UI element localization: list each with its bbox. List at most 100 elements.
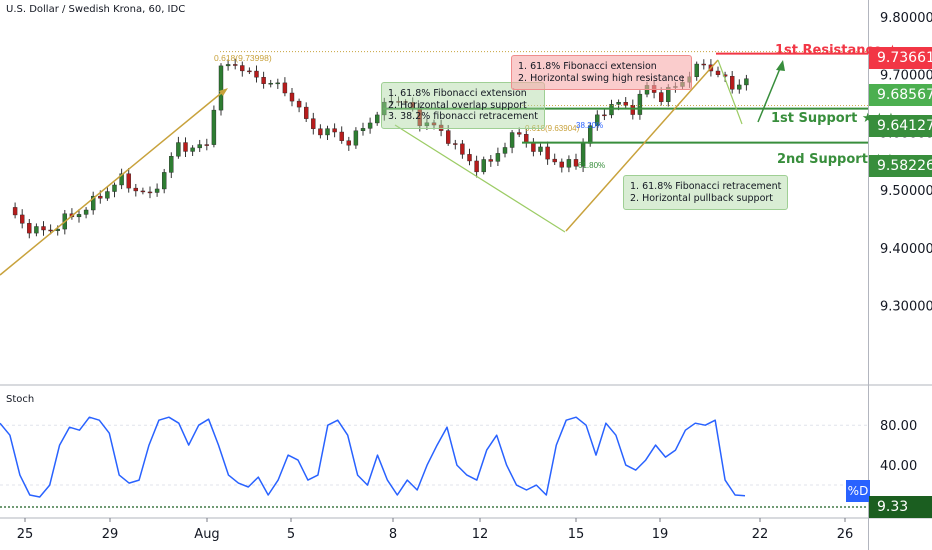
time-tick-label: 22 [752, 527, 769, 542]
candle-body [90, 195, 96, 211]
candle-body [27, 223, 32, 234]
candle-body [367, 122, 373, 129]
candle-body [517, 132, 522, 135]
candle-body [339, 131, 344, 141]
candle-body [552, 158, 557, 163]
candle-body [446, 130, 451, 144]
symbol-title: U.S. Dollar / Swedish Krona, 60, IDC [6, 4, 186, 15]
current-price-tag: 9.68567 [869, 84, 932, 106]
candle-body [332, 128, 337, 133]
retr-618-label: 61.80% [578, 161, 605, 170]
candle-body [147, 191, 153, 194]
candle-body [140, 190, 146, 193]
projection-arrowhead [776, 60, 785, 71]
price-tick-label: 9.40000 [880, 242, 932, 257]
overlays: 0.618(9.73998) 0.618(9.63904)38.20% 61.80% [0, 51, 868, 276]
candle-body [502, 147, 508, 154]
fib-mid-label: 0.618(9.63904) [525, 124, 580, 133]
candle-body [538, 146, 543, 152]
stoch-tick-label: 80.00 [880, 419, 917, 434]
candle-body [602, 114, 607, 117]
candle-body [218, 65, 224, 111]
support2-price-tag: 9.58226 [869, 155, 932, 177]
candle-body [509, 132, 515, 148]
candle-body [240, 65, 245, 72]
candle-body [396, 101, 401, 103]
candle-body [282, 82, 288, 94]
pct-d-badge: %D [846, 480, 870, 502]
time-tick-label: 25 [17, 527, 34, 542]
candle-body [730, 76, 735, 90]
fib-top-label: 0.618(9.73998) [214, 53, 272, 63]
resistance-price-tag: 9.73661 [869, 47, 932, 69]
candle-body [488, 159, 493, 162]
candle-body [453, 143, 458, 145]
price-tick-label: 9.70000 [880, 69, 932, 84]
candle-body [296, 100, 302, 108]
candle-body [20, 214, 25, 224]
candle-body [176, 142, 181, 157]
support2-note-line: 1. 61.8% Fibonacci retracement [630, 181, 782, 192]
candle-body [467, 154, 472, 162]
candle-body [76, 214, 82, 218]
candle-body [701, 63, 706, 66]
candle-body [268, 82, 273, 85]
candle-body [98, 195, 103, 199]
resistance-note-line: 1. 61.8% Fibonacci extension [518, 61, 657, 72]
time-tick-label: 8 [389, 527, 397, 542]
support1-price-tag: 9.64127 [869, 115, 932, 137]
candle-body [637, 93, 643, 115]
candle-body [318, 128, 323, 136]
support1-label: 1st Support ★★★ [771, 111, 897, 126]
candle-body [41, 226, 46, 231]
candle-body [126, 173, 131, 189]
candle-body [83, 209, 89, 215]
candle-body [304, 106, 309, 119]
candle-body [573, 159, 579, 167]
resistance-label: 1st Resistance ★ [775, 43, 899, 58]
candle-body [247, 70, 252, 73]
fib-trend-line [0, 89, 226, 276]
price-tick-label: 9.50000 [880, 184, 932, 199]
support2-label: 2nd Support ★★ [777, 152, 896, 167]
projection-arrow [757, 65, 782, 123]
candle-body [424, 122, 430, 127]
time-tick-label: 29 [102, 527, 119, 542]
time-tick-label: Aug [194, 527, 219, 542]
stoch-label: Stoch [6, 394, 35, 405]
candle-body [161, 172, 167, 190]
candle-body [630, 105, 635, 115]
candle-body [715, 70, 721, 75]
stoch-tick-label: 40.00 [880, 459, 917, 474]
candle-body [609, 104, 614, 116]
candle-body [254, 70, 259, 78]
stochastic-panel [0, 416, 868, 508]
candle-body [211, 109, 217, 145]
candle-body [325, 128, 330, 136]
candle-body [616, 102, 621, 105]
candle-body [169, 156, 174, 173]
candle-body [545, 146, 550, 160]
candle-body [474, 160, 479, 173]
candle-body [623, 102, 628, 106]
price-tick-label: 9.30000 [880, 300, 932, 315]
time-tick-label: 19 [652, 527, 669, 542]
candle-body [403, 101, 408, 103]
candle-body [204, 144, 210, 146]
candle-body [289, 92, 295, 102]
fib-trend-line-2 [565, 59, 719, 232]
support2-note: 1. 61.8% Fibonacci retracement 2. Horizo… [623, 175, 789, 210]
time-tick-label: 15 [568, 527, 585, 542]
time-tick-label: 26 [837, 527, 854, 542]
resistance-note-line: 2. Horizontal swing high resistance [518, 72, 685, 84]
candle-body [375, 114, 380, 124]
candle-body [119, 173, 124, 186]
swing-down-line-2 [717, 59, 743, 125]
support-note-line: 2. Horizontal overlap support [388, 99, 527, 111]
candle-body [389, 101, 394, 103]
candle-body [559, 161, 564, 168]
candle-body [481, 159, 486, 173]
candle-body [133, 187, 139, 192]
